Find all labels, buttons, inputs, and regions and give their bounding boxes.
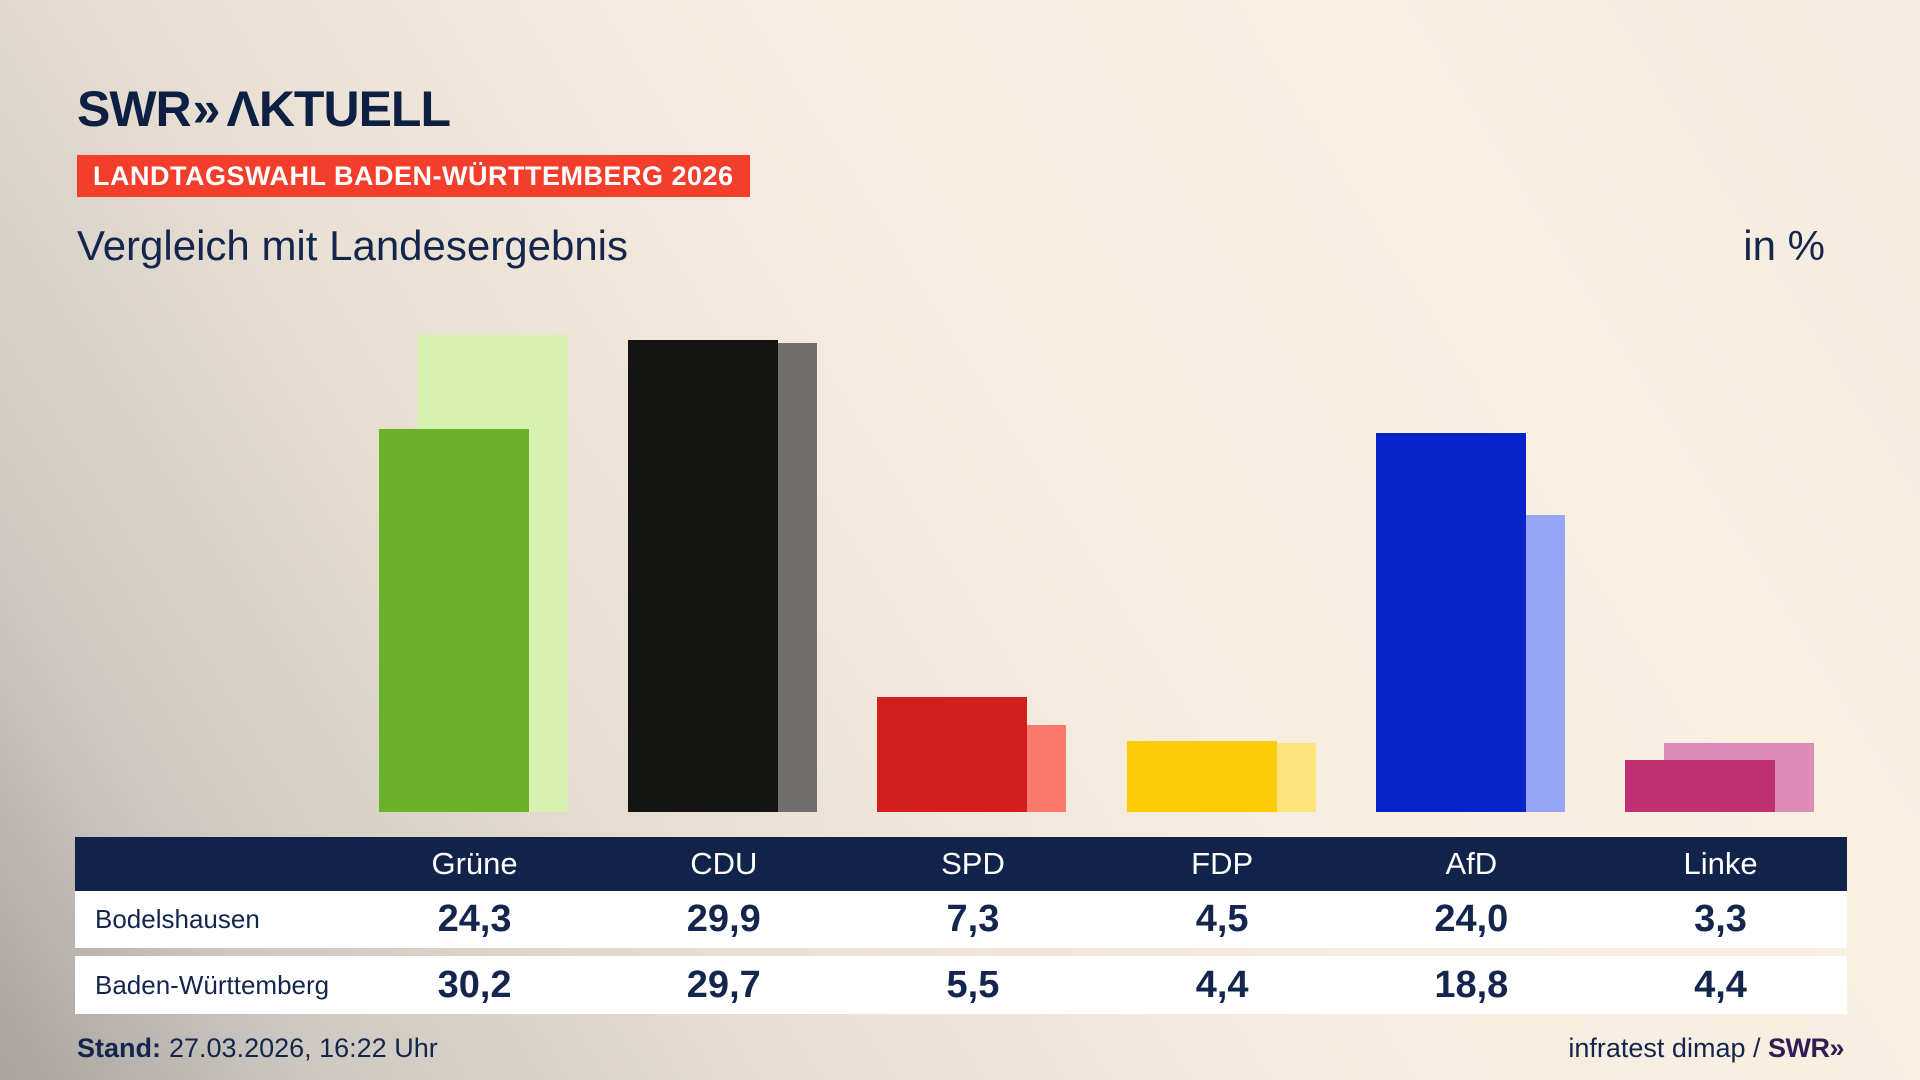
source-text: infratest dimap / [1568,1033,1768,1063]
cell-CDU-Baden-Württemberg: 29,7 [686,963,761,1006]
timestamp: Stand: 27.03.2026, 16:22 Uhr [77,1033,438,1064]
cell-Linke-Baden-Württemberg: 4,4 [1694,963,1747,1006]
cell-SPD-Bodelshausen: 7,3 [946,898,1000,940]
bar-CDU-municipality [628,340,779,812]
cell-Linke-Bodelshausen: 3,3 [1694,898,1747,940]
bar-SPD-municipality [877,696,1028,812]
double-chevron-icon: » [192,81,221,137]
column-header-FDP: FDP [1191,846,1254,881]
swr-aktuell-logo: SWR» ΛKTUELL [77,80,451,138]
election-badge: LANDTAGSWAHL BADEN-WÜRTTEMBERG 2026 [77,155,750,197]
table-row-bodelshausen: Bodelshausen 24,3 29,9 7,3 4,5 24,0 3,3 [75,891,1847,948]
bar-Linke-municipality [1625,759,1775,812]
page-title: Vergleich mit Landesergebnis [77,222,629,269]
cell-Grüne-Baden-Württemberg: 30,2 [437,963,512,1006]
stand-label: Stand: [77,1033,161,1063]
swr-logo-text: SWR [77,81,192,137]
bar-Grüne-municipality [379,428,529,812]
column-header-SPD: SPD [941,846,1005,881]
row-label-bodelshausen: Bodelshausen [95,904,260,934]
cell-FDP-Baden-Württemberg: 4,4 [1195,963,1249,1006]
column-header-Linke: Linke [1683,846,1758,881]
column-header-CDU: CDU [690,846,758,881]
column-header-AfD: AfD [1445,846,1498,881]
cell-SPD-Baden-Württemberg: 5,5 [946,963,1000,1006]
bar-AfD-municipality [1375,433,1526,812]
table-row-baden-wuerttemberg: Baden-Württemberg 30,2 29,7 5,5 4,4 18,8 4,4 [75,956,1847,1014]
unit-label: in % [1743,222,1825,269]
cell-CDU-Bodelshausen: 29,9 [686,898,761,940]
cell-AfD-Bodelshausen: 24,0 [1434,898,1509,940]
source-credit: infratest dimap / SWR» [1568,1033,1844,1064]
table-header-spacer [75,837,350,891]
row-label-baden-wuerttemberg: Baden-Württemberg [95,969,330,1000]
bar-FDP-municipality [1126,741,1277,812]
column-header-Grüne: Grüne [431,846,518,881]
table-header: Grüne CDU SPD FDP AfD Linke [75,837,1847,891]
cell-Grüne-Bodelshausen: 24,3 [437,898,512,940]
cell-FDP-Bodelshausen: 4,5 [1195,898,1249,940]
bar-chart [379,335,1814,812]
stand-value: 27.03.2026, 16:22 Uhr [169,1033,438,1063]
swr-source-logo: SWR» [1767,1033,1845,1063]
cell-AfD-Baden-Württemberg: 18,8 [1434,963,1509,1006]
aktuell-logo-text: ΛKTUELL [226,81,451,137]
